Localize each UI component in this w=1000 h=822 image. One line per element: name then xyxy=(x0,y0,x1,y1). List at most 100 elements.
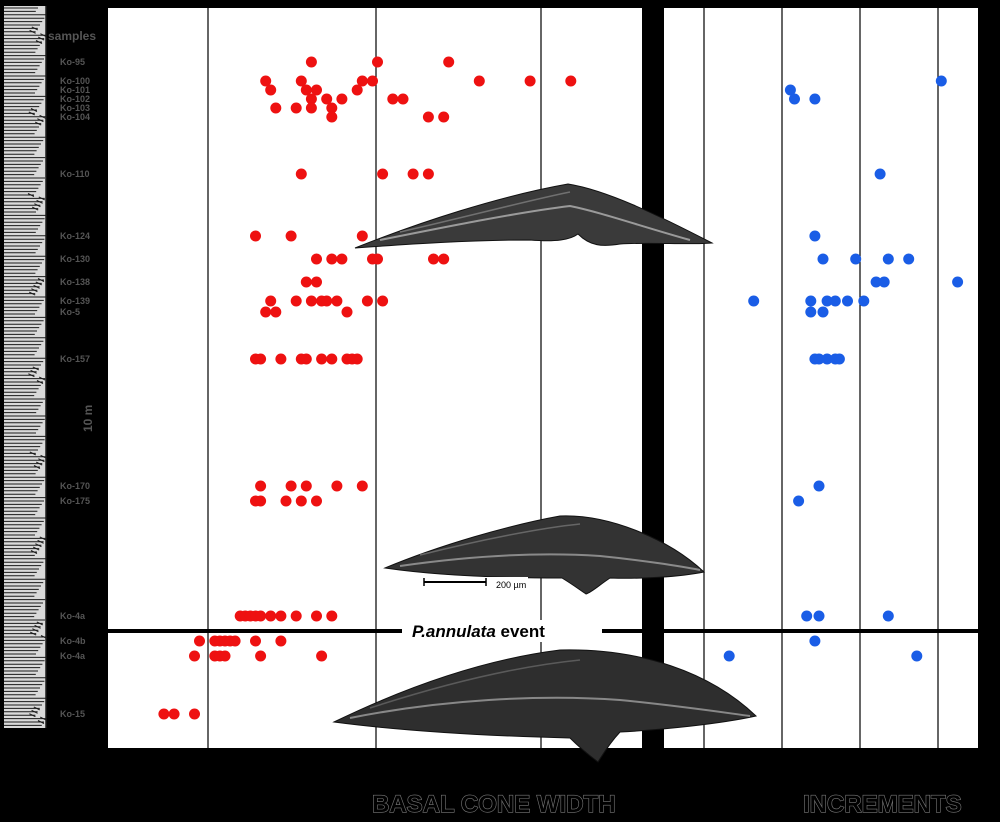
right-axis-title: INCREMENTS xyxy=(803,791,962,818)
width-point xyxy=(305,102,317,114)
increment-point xyxy=(809,93,821,105)
column-hatch xyxy=(27,193,35,197)
width-point xyxy=(295,75,307,87)
column-hatch xyxy=(33,465,41,469)
width-point xyxy=(285,480,297,492)
width-point xyxy=(158,708,170,720)
sample-label: Ko-110 xyxy=(60,169,90,179)
increment-point xyxy=(882,253,894,265)
increment-point xyxy=(784,84,796,96)
width-point xyxy=(265,84,277,96)
conodont-illustration-middle xyxy=(383,515,706,595)
width-point xyxy=(331,480,343,492)
width-point xyxy=(326,353,338,365)
sample-label: Ko-4a xyxy=(60,611,86,621)
increment-point xyxy=(821,353,833,365)
column-hatch xyxy=(37,278,45,282)
width-point xyxy=(326,111,338,123)
width-point xyxy=(428,253,439,265)
width-point xyxy=(524,75,536,87)
increment-point xyxy=(805,295,817,307)
width-point xyxy=(275,610,287,622)
increment-point xyxy=(805,306,817,318)
width-point xyxy=(275,353,287,365)
sample-label: Ko-5 xyxy=(60,307,80,317)
width-point xyxy=(300,276,312,288)
increment-point xyxy=(809,230,821,242)
increment-point xyxy=(952,276,964,288)
sample-label: Ko-101 xyxy=(60,85,90,95)
scale-bar: 200 µm xyxy=(418,577,528,592)
width-point xyxy=(255,480,267,492)
width-point xyxy=(351,84,363,96)
width-point xyxy=(311,276,322,288)
width-point xyxy=(336,253,348,265)
column-hatch xyxy=(39,114,46,119)
increment-point xyxy=(801,610,813,622)
column-hatch xyxy=(36,621,44,626)
increments-panel xyxy=(664,8,978,748)
column-hatch xyxy=(39,536,47,541)
column-hatch xyxy=(32,546,40,551)
width-point xyxy=(377,295,389,307)
sample-label: Ko-103 xyxy=(60,103,90,113)
width-point xyxy=(260,306,272,318)
conodont-illustration-upper xyxy=(354,183,714,249)
sample-label: Ko-157 xyxy=(60,354,90,364)
column-hatch xyxy=(31,206,39,211)
column-hatch xyxy=(29,631,37,636)
column-hatch xyxy=(36,199,43,204)
width-point xyxy=(473,75,485,87)
increment-point xyxy=(911,650,923,662)
event-label: P.annulata event xyxy=(412,622,545,641)
width-point xyxy=(250,635,261,647)
column-hatch xyxy=(36,380,44,384)
column-hatch xyxy=(35,461,43,466)
width-point xyxy=(275,635,287,647)
column-hatch xyxy=(35,40,43,44)
width-point xyxy=(367,75,378,87)
increment-point xyxy=(870,276,882,288)
width-point xyxy=(295,168,307,180)
width-point xyxy=(422,168,434,180)
samples-heading: samples xyxy=(48,29,96,43)
width-point xyxy=(300,84,312,96)
column-hatch xyxy=(38,376,46,381)
sample-label: Ko-138 xyxy=(60,277,90,287)
increment-point xyxy=(903,253,915,265)
stratigraphic-column xyxy=(4,6,48,728)
sample-label: Ko-130 xyxy=(60,254,90,264)
width-point xyxy=(311,84,322,96)
column-hatch xyxy=(37,539,44,544)
increment-point xyxy=(833,353,845,365)
column-hatch xyxy=(28,291,36,296)
column-hatch xyxy=(37,36,45,41)
width-point xyxy=(311,610,322,622)
increment-point xyxy=(809,635,821,647)
event-species: P.annulata xyxy=(412,622,496,641)
width-point xyxy=(336,93,348,105)
width-point xyxy=(270,306,282,318)
width-point xyxy=(300,480,312,492)
basal-cone-width-points xyxy=(158,56,577,720)
width-point xyxy=(305,56,317,68)
width-point xyxy=(189,708,200,720)
width-point xyxy=(438,253,450,265)
column-hatch xyxy=(33,284,40,289)
width-point xyxy=(270,102,282,114)
width-point xyxy=(397,93,409,105)
width-point xyxy=(377,168,389,180)
increment-point xyxy=(935,75,947,87)
increment-point xyxy=(748,295,760,307)
width-point xyxy=(316,650,328,662)
sample-label: Ko-170 xyxy=(60,481,90,491)
width-point xyxy=(194,635,205,647)
column-hatch xyxy=(35,281,43,286)
width-point xyxy=(280,495,292,507)
width-point xyxy=(372,253,383,265)
scale-bar-box xyxy=(418,577,528,592)
sample-label: Ko-15 xyxy=(60,709,85,719)
increment-point xyxy=(817,306,829,318)
width-point xyxy=(265,610,277,622)
